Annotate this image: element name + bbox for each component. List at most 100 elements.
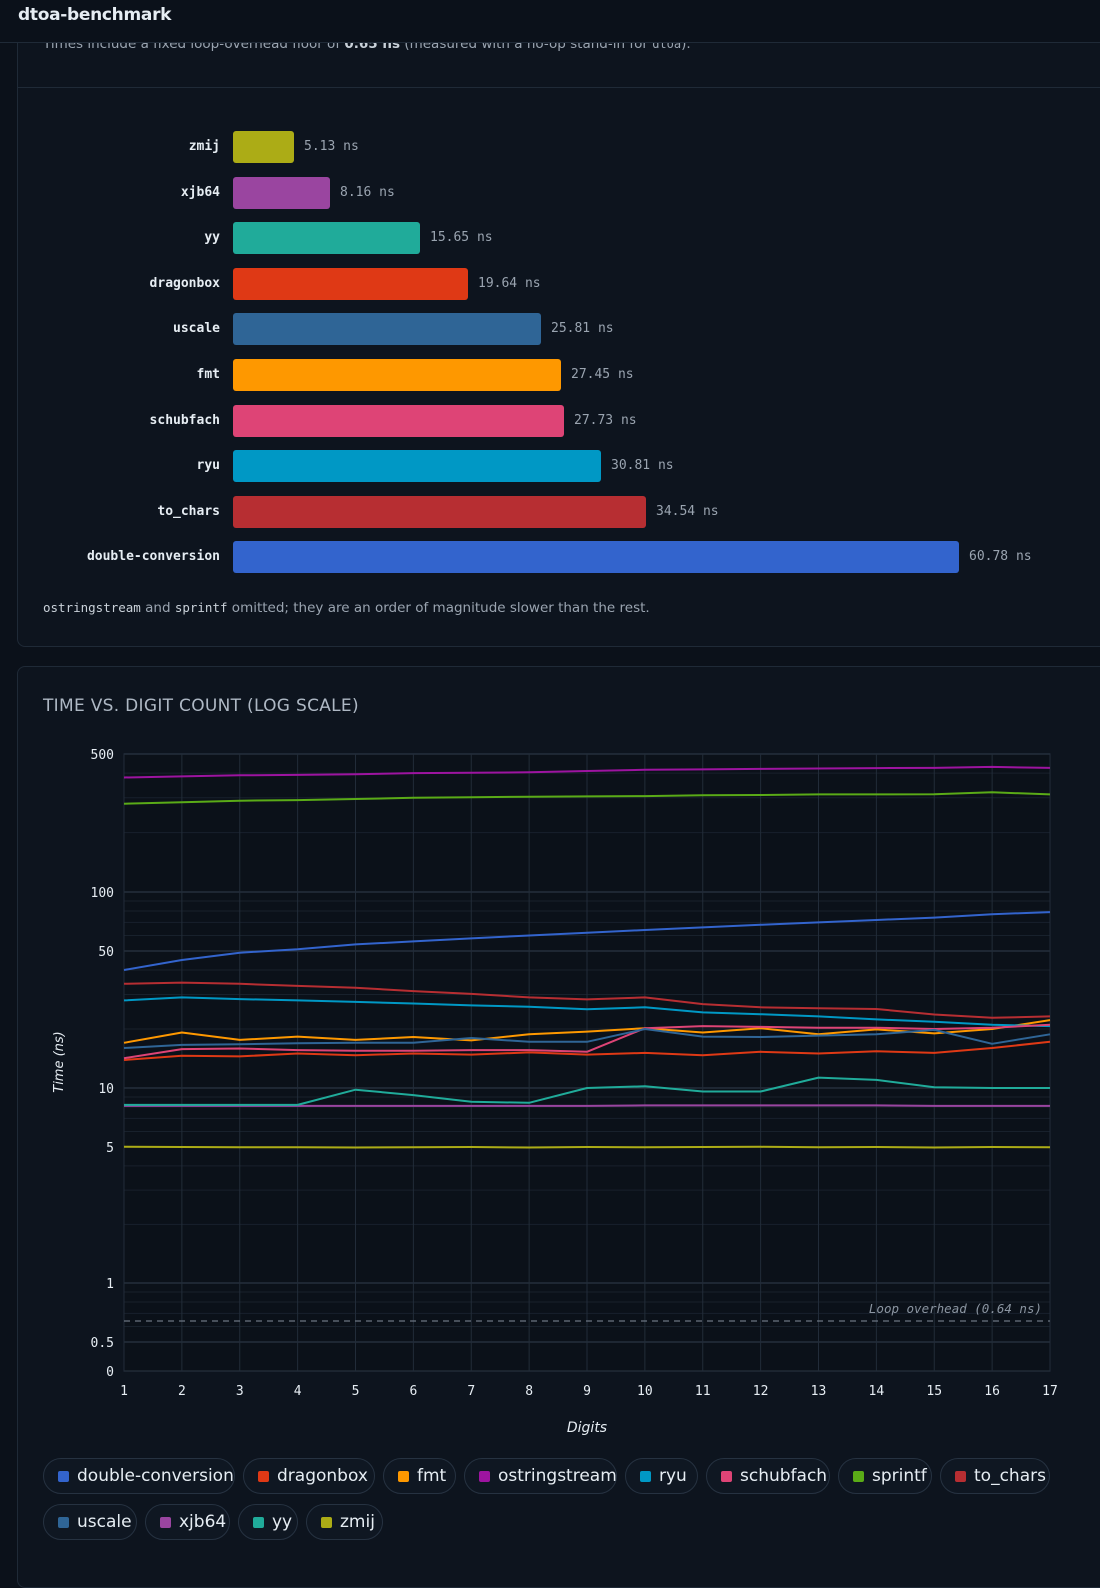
bar-dragonbox[interactable] (233, 268, 468, 300)
legend-label: dragonbox (277, 1466, 368, 1486)
bar-to_chars[interactable] (233, 496, 646, 528)
legend-item-dragonbox[interactable]: dragonbox (243, 1458, 375, 1494)
legend-item-schubfach[interactable]: schubfach (706, 1458, 830, 1494)
x-tick-label: 13 (811, 1384, 827, 1399)
x-tick-label: 7 (467, 1384, 475, 1399)
bar-label-double-conversion: double-conversion (86, 549, 220, 564)
divider (18, 87, 1100, 88)
x-tick-label: 1 (120, 1384, 128, 1399)
bar-value-fmt: 27.45 ns (571, 367, 634, 382)
series-line-fmt (123, 1019, 1051, 1044)
y-tick-label: 50 (98, 945, 114, 960)
bar-value-schubfach: 27.73 ns (574, 413, 637, 428)
series-line-yy (124, 1076, 1050, 1106)
x-tick-label: 11 (695, 1384, 711, 1399)
bar-xjb64[interactable] (233, 177, 330, 209)
omitted-note: ostringstream and sprintf omitted; they … (43, 600, 650, 616)
bar-chart-card (17, 0, 1100, 647)
legend-swatch (640, 1471, 651, 1482)
legend-item-uscale[interactable]: uscale (43, 1504, 137, 1540)
series-line-zmij (123, 1145, 1051, 1149)
bar-value-dragonbox: 19.64 ns (478, 276, 541, 291)
bar-zmij[interactable] (233, 131, 294, 163)
bar-label-xjb64: xjb64 (180, 185, 220, 200)
app-header: dtoa-benchmark (0, 0, 1100, 43)
legend-label: schubfach (740, 1466, 828, 1486)
series-line-ostringstream (123, 765, 1051, 779)
bar-yy[interactable] (233, 222, 420, 254)
legend-label: ostringstream (498, 1466, 617, 1486)
x-tick-label: 16 (984, 1384, 1000, 1399)
x-tick-label: 4 (294, 1384, 302, 1399)
y-tick-label: 0 (106, 1365, 114, 1380)
x-tick-label: 12 (753, 1384, 769, 1399)
y-tick-label: 5 (106, 1141, 114, 1156)
legend-item-double-conversion[interactable]: double-conversion (43, 1458, 235, 1494)
legend-label: ryu (659, 1466, 687, 1486)
legend-swatch (479, 1471, 490, 1482)
bar-uscale[interactable] (233, 313, 541, 345)
app-title[interactable]: dtoa-benchmark (18, 5, 172, 25)
bar-value-to_chars: 34.54 ns (656, 504, 719, 519)
bar-label-fmt: fmt (196, 367, 220, 382)
x-tick-label: 14 (869, 1384, 885, 1399)
bar-label-uscale: uscale (173, 321, 220, 336)
x-axis-label: Digits (567, 1420, 607, 1436)
x-tick-label: 15 (926, 1384, 942, 1399)
legend-swatch (258, 1471, 269, 1482)
legend-item-zmij[interactable]: zmij (306, 1504, 383, 1540)
bar-fmt[interactable] (233, 359, 561, 391)
legend-label: zmij (340, 1512, 375, 1532)
bar-label-to_chars: to_chars (157, 504, 220, 519)
bar-double-conversion[interactable] (233, 541, 959, 573)
legend-label: xjb64 (179, 1512, 227, 1532)
legend-item-sprintf[interactable]: sprintf (838, 1458, 932, 1494)
legend-swatch (58, 1471, 69, 1482)
bar-value-xjb64: 8.16 ns (340, 185, 395, 200)
x-tick-label: 17 (1042, 1384, 1058, 1399)
series-line-ryu (123, 996, 1051, 1028)
legend-swatch (321, 1517, 332, 1528)
bar-label-yy: yy (204, 230, 220, 245)
bar-ryu[interactable] (233, 450, 601, 482)
legend-swatch (160, 1517, 171, 1528)
legend-item-fmt[interactable]: fmt (383, 1458, 456, 1494)
legend-swatch (398, 1471, 409, 1482)
x-tick-label: 10 (637, 1384, 653, 1399)
legend-item-ostringstream[interactable]: ostringstream (464, 1458, 617, 1494)
bar-value-ryu: 30.81 ns (611, 458, 674, 473)
x-tick-label: 6 (409, 1384, 417, 1399)
legend-item-xjb64[interactable]: xjb64 (145, 1504, 230, 1540)
y-tick-label: 100 (91, 886, 114, 901)
legend-label: sprintf (872, 1466, 927, 1486)
series-line-schubfach (123, 1023, 1051, 1060)
series-line-xjb64 (124, 1104, 1050, 1107)
y-axis-label: Time (ns) (52, 1031, 67, 1093)
bar-label-zmij: zmij (188, 139, 220, 154)
legend-item-to_chars[interactable]: to_chars (940, 1458, 1050, 1494)
bar-value-zmij: 5.13 ns (304, 139, 359, 154)
x-tick-label: 3 (236, 1384, 244, 1399)
legend-item-ryu[interactable]: ryu (625, 1458, 698, 1494)
x-tick-label: 2 (178, 1384, 186, 1399)
bar-value-double-conversion: 60.78 ns (969, 549, 1032, 564)
legend-item-yy[interactable]: yy (238, 1504, 298, 1540)
y-tick-label: 1 (106, 1277, 114, 1292)
series-line-uscale (123, 1028, 1051, 1049)
bar-value-uscale: 25.81 ns (551, 321, 614, 336)
y-tick-label: 10 (98, 1082, 114, 1097)
legend-swatch (721, 1471, 732, 1482)
series-line-dragonbox (123, 1040, 1051, 1061)
legend-swatch (853, 1471, 864, 1482)
legend-label: fmt (417, 1466, 447, 1486)
bar-label-schubfach: schubfach (149, 413, 220, 428)
legend-label: double-conversion (77, 1466, 234, 1486)
legend-label: uscale (77, 1512, 132, 1532)
loop-overhead-annotation: Loop overhead (0.64 ns) (869, 1301, 1042, 1316)
legend-label: to_chars (974, 1466, 1046, 1486)
series-line-to_chars (123, 981, 1051, 1019)
y-tick-label: 500 (91, 748, 114, 763)
bar-schubfach[interactable] (233, 405, 564, 437)
legend-label: yy (272, 1512, 293, 1532)
